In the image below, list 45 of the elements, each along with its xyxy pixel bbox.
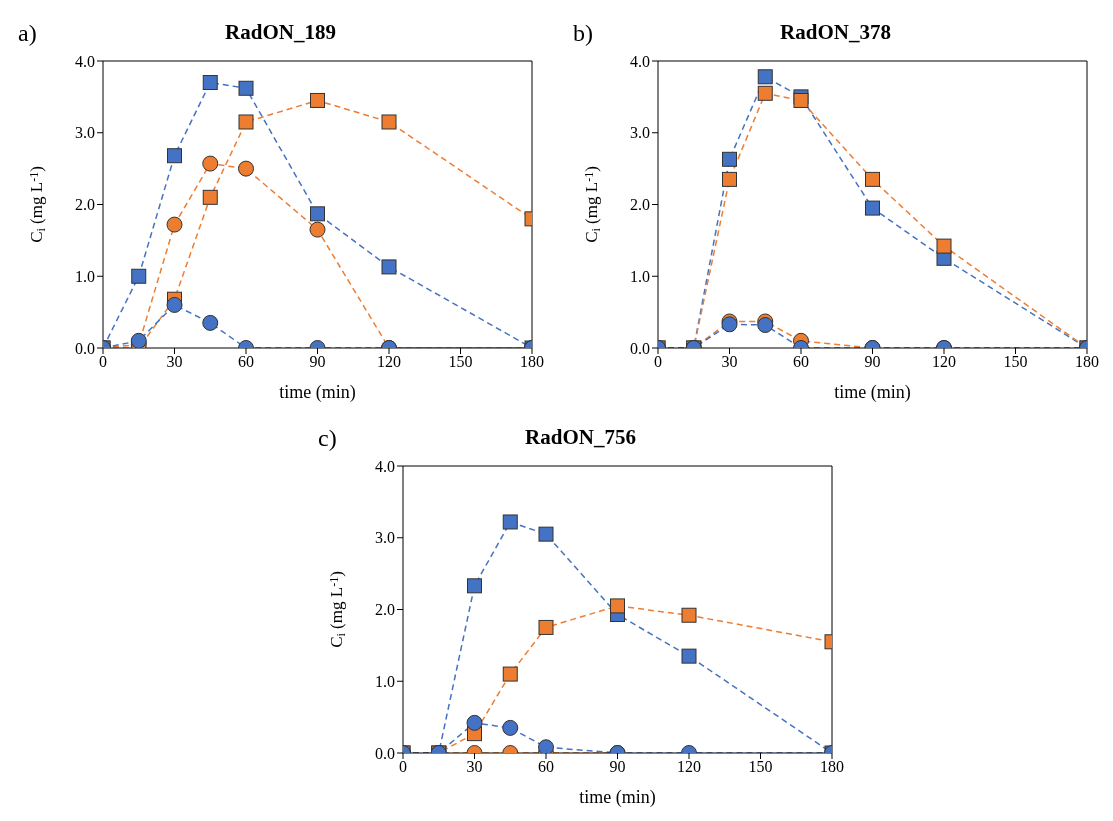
x-tick-label: 0 xyxy=(399,758,407,776)
x-tick-label: 120 xyxy=(932,353,956,371)
chart-title: RadON_378 xyxy=(780,20,891,44)
y-tick-label: 2.0 xyxy=(630,196,650,214)
y-tick-label: 1.0 xyxy=(375,672,395,690)
x-tick-label: 60 xyxy=(238,353,254,371)
x-tick-label: 30 xyxy=(166,353,183,371)
y-tick-label: 4.0 xyxy=(630,52,650,70)
x-axis-title: time (min) xyxy=(279,382,356,403)
text: a) xyxy=(18,20,37,47)
y-tick-label: 3.0 xyxy=(375,529,395,547)
x-tick-label: 90 xyxy=(309,353,326,371)
chart-title: RadON_756 xyxy=(525,425,636,449)
x-tick-label: 150 xyxy=(448,353,473,371)
x-tick-label: 90 xyxy=(609,758,626,776)
y-tick-label: 4.0 xyxy=(375,457,395,475)
x-axis-title: time (min) xyxy=(579,787,656,808)
y-tick-label: 3.0 xyxy=(75,124,95,142)
y-tick-label: 0.0 xyxy=(630,339,650,357)
x-tick-label: 150 xyxy=(748,758,773,776)
text: b) xyxy=(573,20,593,47)
y-tick-label: 1.0 xyxy=(630,267,650,285)
x-tick-label: 150 xyxy=(1003,353,1028,371)
x-tick-label: 180 xyxy=(520,353,544,371)
x-tick-label: 90 xyxy=(864,353,881,371)
x-tick-label: 60 xyxy=(538,758,554,776)
y-tick-label: 1.0 xyxy=(75,267,95,285)
y-tick-label: 2.0 xyxy=(75,196,95,214)
x-tick-label: 120 xyxy=(677,758,701,776)
y-tick-label: 2.0 xyxy=(375,601,395,619)
x-tick-label: 180 xyxy=(820,758,844,776)
x-tick-label: 0 xyxy=(99,353,107,371)
x-tick-label: 30 xyxy=(466,758,483,776)
text: c) xyxy=(318,425,337,452)
y-tick-label: 0.0 xyxy=(375,744,395,762)
y-tick-label: 4.0 xyxy=(75,52,95,70)
y-tick-label: 0.0 xyxy=(75,339,95,357)
x-tick-label: 60 xyxy=(793,353,809,371)
x-tick-label: 180 xyxy=(1075,353,1099,371)
x-tick-label: 0 xyxy=(654,353,662,371)
x-axis-title: time (min) xyxy=(834,382,911,403)
y-tick-label: 3.0 xyxy=(630,124,650,142)
chart-title: RadON_189 xyxy=(225,20,336,44)
x-tick-label: 30 xyxy=(721,353,738,371)
x-tick-label: 120 xyxy=(377,353,401,371)
